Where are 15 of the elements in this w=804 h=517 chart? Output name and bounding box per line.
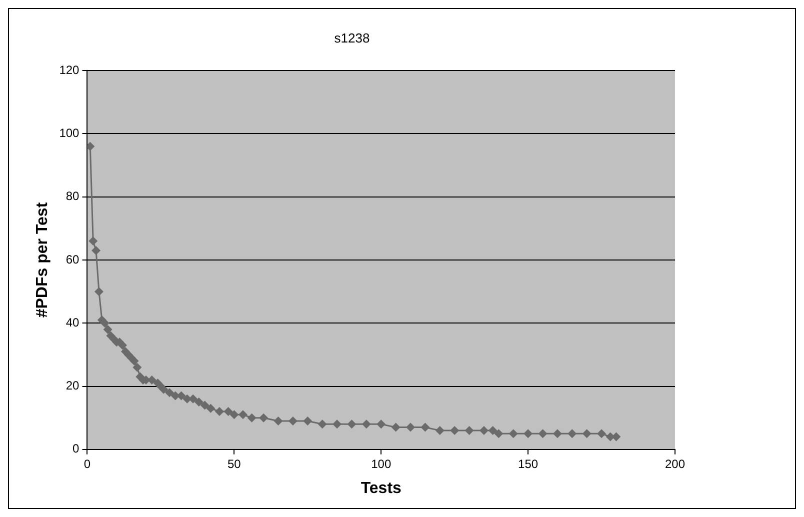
y-tick-label: 0 [72,442,80,456]
y-tick-label: 80 [66,189,80,204]
chart-title: s1238 [334,30,370,46]
x-tick-label: 150 [518,456,538,471]
x-tick-label: 0 [84,456,91,471]
x-tick-label: 50 [227,456,242,471]
y-tick-label: 100 [59,126,80,140]
x-axis-title: Tests [360,480,402,497]
y-tick-label: 120 [59,62,80,77]
y-tick-label: 60 [66,252,80,266]
y-tick-label: 40 [66,315,80,330]
x-tick-label: 200 [664,456,686,471]
y-tick-label: 20 [66,378,80,393]
y-axis-title: #PDFs per Test [34,202,52,318]
x-tick-label: 100 [371,456,392,471]
